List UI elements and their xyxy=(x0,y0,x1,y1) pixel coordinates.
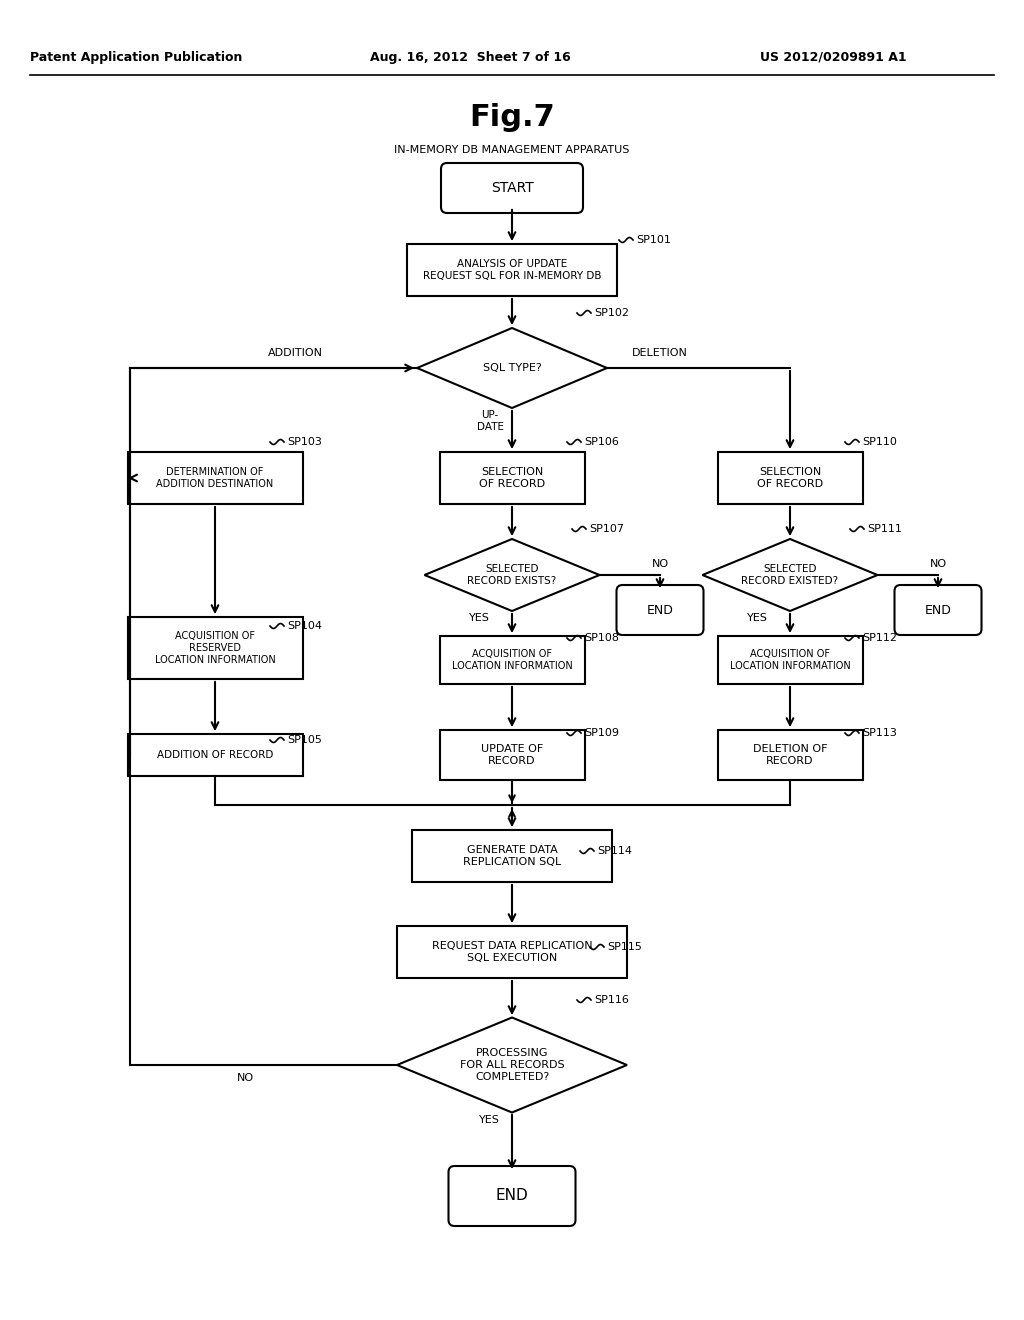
Text: GENERATE DATA
REPLICATION SQL: GENERATE DATA REPLICATION SQL xyxy=(463,845,561,867)
Text: SP102: SP102 xyxy=(594,308,629,318)
Bar xyxy=(718,730,862,780)
Text: UPDATE OF
RECORD: UPDATE OF RECORD xyxy=(481,744,543,766)
Text: SP106: SP106 xyxy=(584,437,618,447)
Bar xyxy=(439,451,585,504)
Bar xyxy=(439,636,585,684)
Text: SP112: SP112 xyxy=(862,634,897,643)
Text: SELECTED
RECORD EXISTS?: SELECTED RECORD EXISTS? xyxy=(467,564,557,586)
Text: START: START xyxy=(490,181,534,195)
FancyBboxPatch shape xyxy=(441,162,583,213)
Text: ADDITION: ADDITION xyxy=(267,348,323,358)
Text: US 2012/0209891 A1: US 2012/0209891 A1 xyxy=(760,50,906,63)
Text: SP116: SP116 xyxy=(594,995,629,1005)
Text: YES: YES xyxy=(479,1115,500,1125)
Polygon shape xyxy=(425,539,599,611)
Text: Fig.7: Fig.7 xyxy=(469,103,555,132)
FancyBboxPatch shape xyxy=(895,585,981,635)
Text: SP110: SP110 xyxy=(862,437,897,447)
Bar xyxy=(397,927,627,978)
Text: PROCESSING
FOR ALL RECORDS
COMPLETED?: PROCESSING FOR ALL RECORDS COMPLETED? xyxy=(460,1048,564,1081)
Text: IN-MEMORY DB MANAGEMENT APPARATUS: IN-MEMORY DB MANAGEMENT APPARATUS xyxy=(394,145,630,154)
Text: DELETION: DELETION xyxy=(632,348,688,358)
Text: ADDITION OF RECORD: ADDITION OF RECORD xyxy=(157,750,273,760)
Bar xyxy=(718,451,862,504)
Text: SP111: SP111 xyxy=(867,524,902,535)
Text: YES: YES xyxy=(469,612,490,623)
Text: SQL TYPE?: SQL TYPE? xyxy=(482,363,542,374)
Polygon shape xyxy=(397,1018,627,1113)
Text: SP114: SP114 xyxy=(597,846,632,855)
Text: DETERMINATION OF
ADDITION DESTINATION: DETERMINATION OF ADDITION DESTINATION xyxy=(157,467,273,488)
Text: REQUEST DATA REPLICATION
SQL EXECUTION: REQUEST DATA REPLICATION SQL EXECUTION xyxy=(432,941,592,962)
Bar xyxy=(128,616,302,678)
Text: NO: NO xyxy=(237,1073,254,1082)
Text: NO: NO xyxy=(652,558,669,569)
Text: SP109: SP109 xyxy=(584,729,618,738)
Text: SP107: SP107 xyxy=(589,524,624,535)
Text: UP-
DATE: UP- DATE xyxy=(476,411,504,432)
Bar xyxy=(412,830,612,882)
Text: SP103: SP103 xyxy=(287,437,322,447)
FancyBboxPatch shape xyxy=(616,585,703,635)
Bar xyxy=(128,451,302,504)
Text: SELECTION
OF RECORD: SELECTION OF RECORD xyxy=(479,467,545,488)
Polygon shape xyxy=(417,327,607,408)
Text: SP113: SP113 xyxy=(862,729,897,738)
Text: NO: NO xyxy=(930,558,947,569)
Text: Patent Application Publication: Patent Application Publication xyxy=(30,50,243,63)
Text: ANALYSIS OF UPDATE
REQUEST SQL FOR IN-MEMORY DB: ANALYSIS OF UPDATE REQUEST SQL FOR IN-ME… xyxy=(423,259,601,281)
Text: SP105: SP105 xyxy=(287,735,322,744)
Text: SP108: SP108 xyxy=(584,634,618,643)
Text: SP101: SP101 xyxy=(636,235,671,246)
Text: END: END xyxy=(646,603,674,616)
Text: SELECTION
OF RECORD: SELECTION OF RECORD xyxy=(757,467,823,488)
Text: END: END xyxy=(925,603,951,616)
Bar xyxy=(718,636,862,684)
Polygon shape xyxy=(702,539,878,611)
Bar xyxy=(407,244,617,296)
Text: Aug. 16, 2012  Sheet 7 of 16: Aug. 16, 2012 Sheet 7 of 16 xyxy=(370,50,570,63)
Bar xyxy=(128,734,302,776)
Text: SP115: SP115 xyxy=(607,942,642,952)
Bar xyxy=(439,730,585,780)
Text: YES: YES xyxy=(748,612,768,623)
Text: ACQUISITION OF
RESERVED
LOCATION INFORMATION: ACQUISITION OF RESERVED LOCATION INFORMA… xyxy=(155,631,275,664)
Text: SELECTED
RECORD EXISTED?: SELECTED RECORD EXISTED? xyxy=(741,564,839,586)
Text: ACQUISITION OF
LOCATION INFORMATION: ACQUISITION OF LOCATION INFORMATION xyxy=(452,649,572,671)
FancyBboxPatch shape xyxy=(449,1166,575,1226)
Text: ACQUISITION OF
LOCATION INFORMATION: ACQUISITION OF LOCATION INFORMATION xyxy=(730,649,850,671)
Text: SP104: SP104 xyxy=(287,620,322,631)
Text: END: END xyxy=(496,1188,528,1204)
Text: DELETION OF
RECORD: DELETION OF RECORD xyxy=(753,744,827,766)
